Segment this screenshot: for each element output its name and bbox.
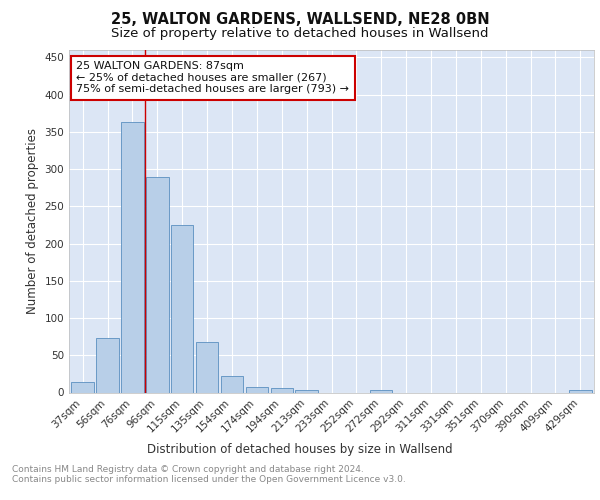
Bar bbox=[245, 386, 268, 392]
Bar bbox=[146, 176, 169, 392]
Text: Contains HM Land Registry data © Crown copyright and database right 2024.
Contai: Contains HM Land Registry data © Crown c… bbox=[12, 465, 406, 484]
Text: 25, WALTON GARDENS, WALLSEND, NE28 0BN: 25, WALTON GARDENS, WALLSEND, NE28 0BN bbox=[110, 12, 490, 28]
Bar bbox=[196, 342, 218, 392]
Bar bbox=[569, 390, 592, 392]
Text: Size of property relative to detached houses in Wallsend: Size of property relative to detached ho… bbox=[111, 28, 489, 40]
Bar bbox=[221, 376, 243, 392]
Bar bbox=[71, 382, 94, 392]
Text: 25 WALTON GARDENS: 87sqm
← 25% of detached houses are smaller (267)
75% of semi-: 25 WALTON GARDENS: 87sqm ← 25% of detach… bbox=[76, 61, 349, 94]
Y-axis label: Number of detached properties: Number of detached properties bbox=[26, 128, 39, 314]
Bar bbox=[271, 388, 293, 392]
Bar bbox=[171, 225, 193, 392]
Bar bbox=[97, 338, 119, 392]
Bar bbox=[121, 122, 143, 392]
Bar bbox=[295, 390, 318, 392]
Bar bbox=[370, 390, 392, 392]
Text: Distribution of detached houses by size in Wallsend: Distribution of detached houses by size … bbox=[147, 442, 453, 456]
